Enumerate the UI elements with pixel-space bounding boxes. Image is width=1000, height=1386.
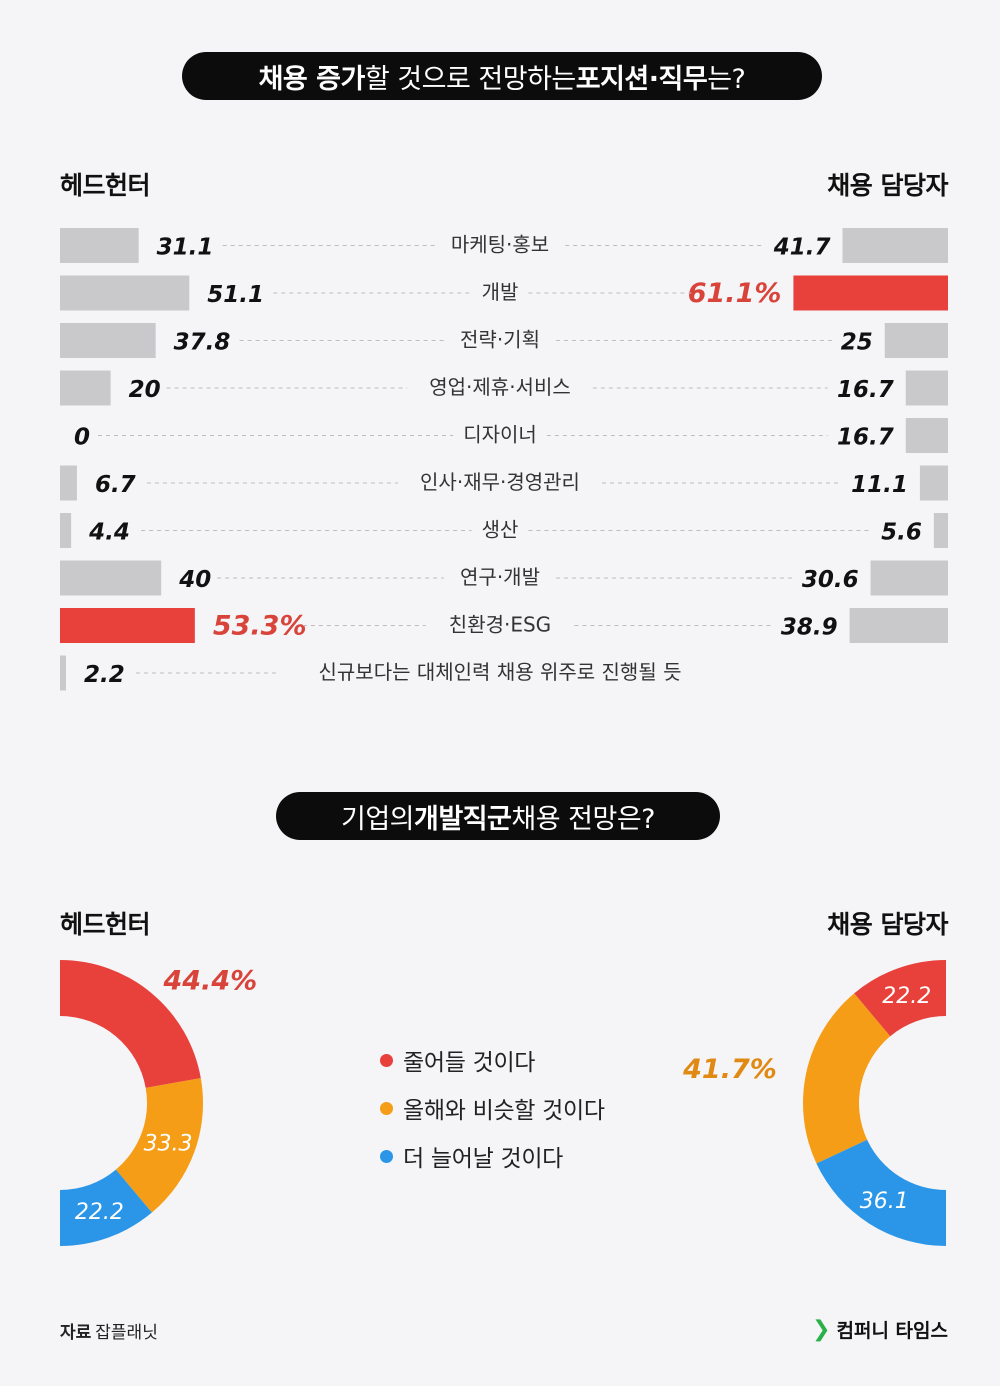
section2-title: 기업의 개발직군 채용 전망은? [276,792,720,840]
bar-chart: 31.1 41.7 마케팅·홍보 51.1 61.1% 개발 37.8 25 전략·기획 20 16… [60,228,948,691]
right-bar [870,560,948,596]
left-bar [60,465,77,501]
category-label: 친환경·ESG [449,613,551,637]
legend-item: 더 늘어날 것이다 [380,1132,605,1180]
left-bar [60,608,195,643]
category-label: 생산 [482,518,519,542]
legend-dot [380,1101,393,1115]
right-value-label: 16.7 [837,425,894,451]
left-value-label: 40 [178,567,211,593]
title-bold-1: 채용 증가 [258,63,366,95]
donut-value-label: 33.3 [144,1131,193,1156]
source-key: 자료 [60,1323,92,1343]
right-value-label: 25 [841,330,873,356]
right-bar [905,418,948,453]
right-bar [919,465,948,501]
donut-slice [115,1078,204,1213]
left-bar [60,323,156,358]
legend-dot [380,1053,393,1067]
right-value-label: 16.7 [837,377,894,403]
left-value-label: 31.1 [157,235,214,261]
title-bold-3: 개발직군 [414,803,512,835]
right-value-label: 5.6 [881,520,922,546]
title-text-3: 기업의 [340,803,415,835]
chevron-right-icon: ❯ [812,1317,831,1342]
brand-logo: ❯ 컴퍼니 타임스 [812,1316,948,1343]
left-value-label: 0 [74,425,90,451]
category-label: 인사·재무·경영관리 [420,470,580,494]
right-value-label: 38.9 [781,615,838,641]
title-text-2: 는? [707,63,746,95]
category-label: 개발 [482,280,519,304]
title-bold-2: 포지션·직무 [575,63,708,95]
left-value-label: 53.3% [213,611,307,642]
category-label: 디자이너 [463,423,537,447]
right-bar [842,228,948,263]
left-bar [60,228,139,263]
title-text-4: 채용 전망은? [511,803,656,835]
left-bar [60,513,72,548]
brand-name: 컴퍼니 타임스 [836,1320,949,1342]
left-bar [60,370,111,406]
donut-value-label: 41.7% [682,1054,777,1085]
left-value-label: 20 [129,377,161,403]
right-label-2: 채용 담당자 [827,910,948,939]
donut-value-label: 36.1 [860,1189,909,1214]
left-bar [60,560,162,596]
left-label-1: 헤드헌터 [60,171,151,200]
category-label: 영업·제휴·서비스 [429,375,571,399]
right-value-label: 11.1 [851,472,908,498]
right-value-label: 61.1% [688,278,782,309]
category-label: 연구·개발 [460,565,540,589]
donut-slice [854,960,946,1037]
category-label: 전략·기획 [460,328,540,352]
right-bar [933,513,948,548]
source: 자료 잡플래닛 [60,1318,158,1343]
left-bar [60,275,190,311]
left-label-2: 헤드헌터 [60,910,151,939]
donut-slice [60,1169,152,1246]
right-value-label: 30.6 [802,567,859,593]
donut-slice [803,993,891,1164]
source-value: 잡플래닛 [95,1323,158,1343]
legend-item: 줄어들 것이다 [380,1036,605,1084]
legend-label: 더 늘어날 것이다 [403,1146,564,1172]
right-bar [884,323,948,358]
donut-value-label: 22.2 [882,984,931,1009]
legend-label: 줄어들 것이다 [403,1050,536,1076]
right-label-1: 채용 담당자 [827,171,948,200]
section1-title: 채용 증가 할 것으로 전망하는 포지션·직무 는? [182,52,822,100]
right-value-label: 41.7 [773,235,831,261]
donut-value-label: 44.4% [162,966,257,997]
left-value-label: 51.1 [207,282,264,308]
left-value-label: 4.4 [88,520,130,546]
left-value-label: 37.8 [174,330,231,356]
title-text-1: 할 것으로 전망하는 [364,63,576,95]
legend: 줄어들 것이다 올해와 비슷할 것이다 더 늘어날 것이다 [380,1036,605,1180]
left-value-label: 2.2 [84,662,125,688]
right-bar [849,608,948,643]
legend-dot [380,1149,393,1163]
legend-label: 올해와 비슷할 것이다 [403,1098,605,1124]
right-bar [905,370,948,406]
category-label: 마케팅·홍보 [451,233,549,257]
legend-item: 올해와 비슷할 것이다 [380,1084,605,1132]
donut-value-label: 22.2 [75,1200,124,1225]
right-bar [793,275,948,311]
left-value-label: 6.7 [95,472,136,498]
left-bar [60,655,66,691]
category-label: 신규보다는 대체인력 채용 위주로 진행될 듯 [319,660,682,684]
donut-slice [60,960,201,1088]
donut-slice [816,1139,946,1246]
